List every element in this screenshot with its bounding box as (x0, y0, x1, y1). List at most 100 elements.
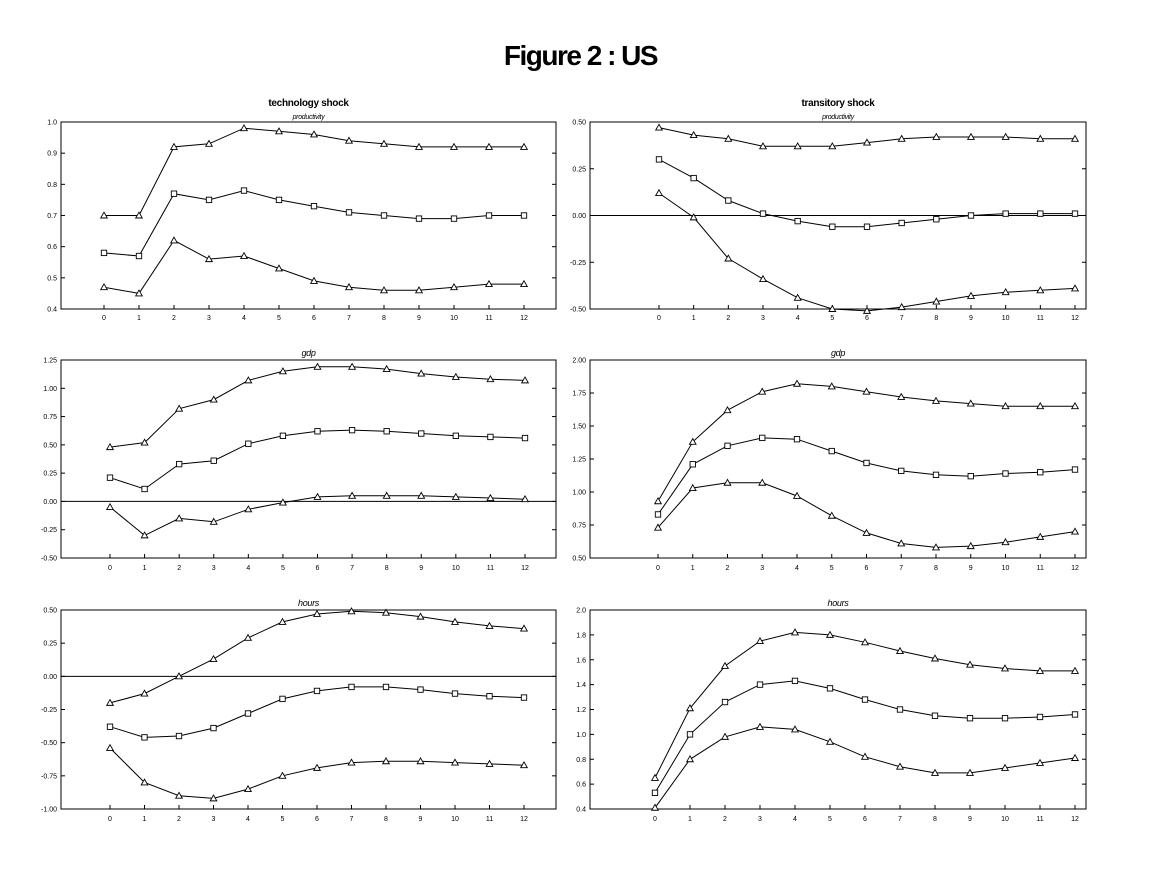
x-tick-label: 12 (1071, 816, 1079, 823)
x-tick-label: 12 (520, 816, 528, 823)
y-tick-label: 2.0 (576, 608, 586, 615)
data-point-triangle (688, 437, 697, 445)
data-point-square (966, 715, 974, 722)
data-point-triangle (140, 689, 149, 697)
data-point-triangle (724, 254, 733, 262)
data-point-square (135, 252, 143, 260)
x-tick-label: 4 (795, 565, 799, 572)
data-point-triangle (825, 737, 835, 745)
data-point-square (348, 683, 355, 691)
plot-frame (60, 359, 557, 559)
y-tick-label: 1.25 (43, 358, 57, 365)
x-tick-label: 0 (108, 816, 112, 823)
data-point-square (1037, 210, 1044, 217)
y-tick-label: 1.50 (572, 424, 586, 431)
data-point-triangle (134, 211, 144, 219)
series-line-2 (109, 686, 525, 738)
data-point-triangle (1035, 758, 1045, 766)
x-tick-label: 9 (419, 816, 423, 823)
data-point-triangle (484, 142, 494, 150)
y-tick-label: -0.50 (41, 740, 57, 747)
x-tick-label: 5 (281, 565, 285, 572)
data-point-square (861, 696, 869, 703)
data-point-triangle (932, 297, 941, 305)
data-point-square (451, 690, 459, 697)
data-point-triangle (348, 362, 357, 370)
y-tick-label: 1.8 (576, 632, 586, 639)
x-tick-label: 3 (761, 315, 765, 322)
x-tick-label: 9 (969, 565, 973, 572)
data-point-triangle (520, 376, 530, 384)
data-point-triangle (897, 302, 906, 311)
data-point-triangle (793, 293, 802, 301)
panel-subtitle: hours (827, 598, 849, 608)
data-point-triangle (99, 211, 109, 219)
y-tick-label: 1.6 (576, 657, 586, 664)
y-tick-label: 0.25 (572, 166, 586, 173)
data-point-square (521, 434, 529, 442)
x-tick-label: 0 (108, 565, 112, 572)
data-point-square (967, 212, 975, 219)
x-tick-label: 11 (487, 565, 494, 572)
data-point-triangle (485, 759, 494, 767)
y-tick-label: 1.25 (572, 457, 586, 464)
data-point-triangle (1036, 134, 1045, 142)
x-tick-label: 8 (385, 565, 389, 572)
data-point-triangle (1000, 664, 1010, 672)
data-point-triangle (897, 134, 906, 142)
data-point-triangle (278, 498, 287, 506)
data-point-triangle (105, 502, 115, 511)
x-tick-label: 1 (137, 315, 141, 322)
data-point-triangle (755, 722, 765, 730)
data-point-triangle (244, 376, 253, 384)
y-tick-label: 0.4 (576, 807, 586, 814)
data-point-square (1002, 470, 1009, 477)
panel-subtitle: gdp (831, 348, 845, 358)
data-point-triangle (416, 757, 425, 765)
data-point-triangle (485, 621, 494, 629)
series-line-1 (104, 127, 524, 216)
x-tick-label: 10 (1001, 816, 1009, 823)
data-point-square (348, 426, 356, 434)
y-tick-label: -1.00 (41, 807, 57, 814)
data-point-square (759, 210, 767, 217)
x-tick-label: 5 (828, 816, 832, 823)
data-point-triangle (209, 395, 218, 403)
data-point-square (655, 156, 663, 163)
x-tick-label: 1 (143, 816, 147, 823)
data-point-triangle (1036, 286, 1045, 294)
x-tick-label: 12 (1071, 315, 1079, 322)
data-point-triangle (416, 612, 425, 620)
y-tick-label: 1.0 (576, 732, 586, 739)
x-tick-label: 3 (212, 565, 216, 572)
series-line-3 (103, 239, 524, 294)
y-tick-label: 0.6 (47, 244, 57, 251)
data-point-triangle (860, 752, 870, 760)
data-point-triangle (174, 791, 184, 799)
data-point-square (170, 190, 178, 197)
data-point-square (452, 432, 459, 439)
y-tick-label: 0.25 (43, 641, 57, 648)
data-point-triangle (1070, 401, 1080, 410)
x-tick-label: 4 (246, 565, 250, 572)
data-point-square (100, 249, 108, 257)
data-point-triangle (1070, 134, 1080, 142)
y-tick-label: 1.0 (47, 120, 57, 127)
data-point-triangle (931, 543, 941, 551)
data-point-triangle (862, 528, 871, 536)
x-tick-label: 11 (1036, 816, 1043, 823)
x-tick-label: 9 (969, 315, 973, 322)
y-tick-label: 0.5 (47, 275, 57, 282)
y-tick-label: 1.4 (576, 682, 586, 689)
data-point-triangle (827, 382, 836, 390)
data-point-square (487, 433, 494, 441)
y-tick-label: 0.75 (43, 414, 57, 421)
panel-subtitle: productivity (821, 114, 855, 121)
y-tick-label: 0.7 (47, 213, 57, 220)
data-point-triangle (449, 282, 459, 291)
x-tick-label: 10 (1002, 565, 1010, 572)
series-line-1 (109, 366, 526, 448)
x-tick-label: 5 (277, 315, 281, 322)
